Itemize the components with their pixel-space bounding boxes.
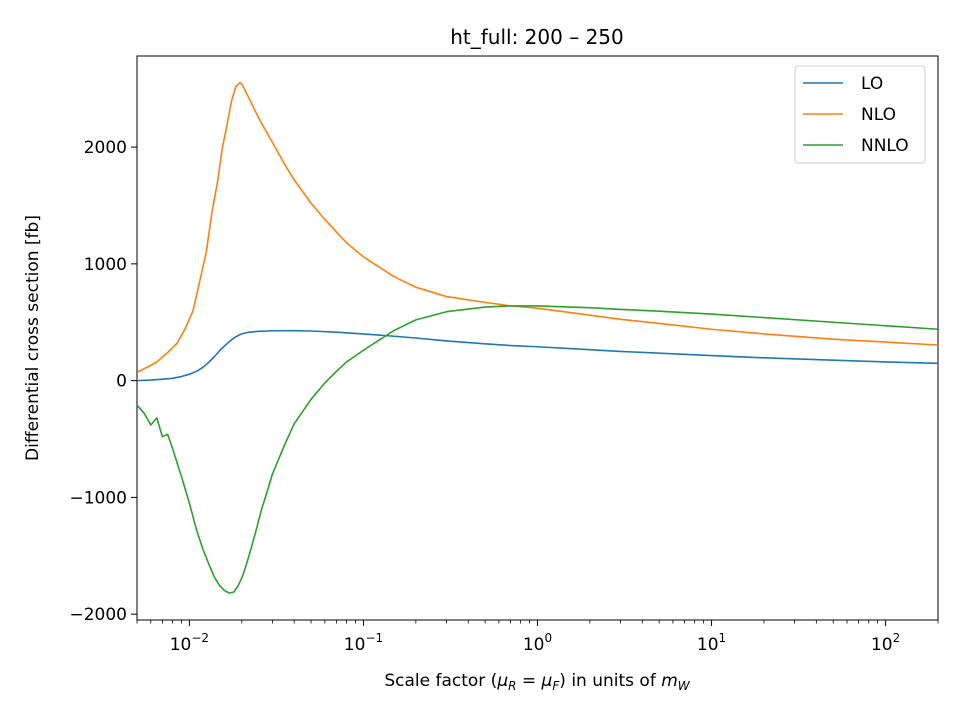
x-tick-label: 101 [697,631,726,655]
legend-label-nnlo: NNLO [861,136,909,156]
series-line-lo [137,329,938,382]
y-tick-label: 0 [116,372,127,392]
series-layer [137,82,938,594]
y-axis: 2000 1000 0 −1000 −2000 [69,138,137,625]
legend-box [794,65,926,164]
legend-label-lo: LO [861,74,883,94]
series-line-nlo [137,82,938,374]
x-axis-label: Scale factor (μR = μF) in units of mW [384,671,690,693]
x-axis: 10−2 10−1 100 101 102 [136,620,939,655]
y-axis-label: Differential cross section [fb] [23,215,43,461]
chart-title: ht_full: 200 – 250 [450,25,624,49]
y-tick-label: −2000 [69,605,127,625]
x-tick-label: 10−2 [170,631,209,655]
y-tick-label: 2000 [84,138,127,158]
y-tick-label: 1000 [84,255,127,275]
x-tick-label: 102 [871,631,900,655]
legend: LO NLO NNLO [794,65,926,164]
x-tick-label: 10−1 [344,631,383,655]
series-line-nnlo [137,305,938,594]
y-tick-label: −1000 [69,488,127,508]
x-tick-label: 100 [523,631,552,655]
legend-label-nlo: NLO [861,105,896,125]
